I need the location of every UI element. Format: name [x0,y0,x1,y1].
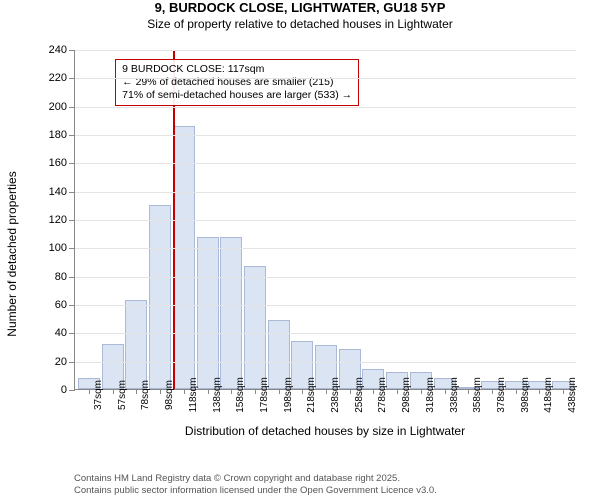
y-tick [69,333,75,334]
x-tick-label: 57sqm [117,380,128,410]
chart-area: Number of detached properties 9 BURDOCK … [32,44,588,450]
y-tick-label: 160 [49,157,67,169]
y-tick [69,78,75,79]
x-tick [563,389,564,394]
gridline [75,248,576,249]
x-tick [113,389,114,394]
x-tick-label: 438sqm [567,377,578,413]
y-tick-label: 240 [49,44,67,56]
x-tick-label: 318sqm [425,377,436,413]
footer-attribution: Contains HM Land Registry data © Crown c… [74,473,437,496]
bar [220,237,242,389]
annotation-line3: 71% of semi-detached houses are larger (… [122,89,352,102]
y-axis-label: Number of detached properties [5,171,19,336]
y-tick-label: 120 [49,214,67,226]
x-tick [136,389,137,394]
bar [173,126,195,390]
y-tick-label: 180 [49,129,67,141]
x-tick-label: 118sqm [188,378,199,413]
x-tick-label: 278sqm [377,377,388,413]
y-tick-label: 0 [61,384,67,396]
gridline [75,78,576,79]
gridline [75,305,576,306]
gridline [75,135,576,136]
x-tick-label: 298sqm [401,377,412,413]
x-tick-label: 178sqm [259,377,270,413]
x-tick-label: 198sqm [283,377,294,413]
chart-title-block: 9, BURDOCK CLOSE, LIGHTWATER, GU18 5YP S… [0,0,600,31]
y-tick [69,107,75,108]
gridline [75,333,576,334]
y-tick [69,135,75,136]
x-axis-label: Distribution of detached houses by size … [74,424,576,438]
x-tick [421,389,422,394]
footer-line1: Contains HM Land Registry data © Crown c… [74,473,437,484]
y-tick [69,163,75,164]
x-tick [231,389,232,394]
y-tick-label: 80 [55,271,67,283]
x-tick-label: 378sqm [496,377,507,413]
x-tick-label: 218sqm [306,377,317,413]
y-tick [69,192,75,193]
y-tick [69,220,75,221]
x-tick [89,389,90,394]
gridline [75,277,576,278]
x-tick [160,389,161,394]
bar [125,300,147,389]
x-tick [208,389,209,394]
x-tick-label: 238sqm [330,377,341,413]
y-tick [69,362,75,363]
footer-line2: Contains public sector information licen… [74,485,437,496]
x-tick-label: 138sqm [212,377,223,413]
x-tick [516,389,517,394]
x-tick-label: 158sqm [235,377,246,413]
annotation-box: 9 BURDOCK CLOSE: 117sqm ← 29% of detache… [115,59,359,106]
gridline [75,50,576,51]
y-tick-label: 20 [55,356,67,368]
x-tick [326,389,327,394]
y-tick-label: 60 [55,299,67,311]
x-tick-label: 37sqm [93,380,104,410]
y-tick [69,277,75,278]
x-tick-label: 398sqm [520,377,531,413]
x-tick-label: 98sqm [164,380,175,410]
y-tick-label: 220 [49,72,67,84]
gridline [75,107,576,108]
y-tick [69,390,75,391]
gridline [75,220,576,221]
x-tick [468,389,469,394]
x-tick-label: 338sqm [449,377,460,413]
x-tick [350,389,351,394]
gridline [75,163,576,164]
bar [244,266,266,389]
x-tick-label: 418sqm [543,377,554,413]
y-tick-label: 140 [49,186,67,198]
x-tick [255,389,256,394]
y-tick [69,305,75,306]
y-tick [69,50,75,51]
x-tick-label: 78sqm [140,380,151,410]
x-tick [373,389,374,394]
x-tick [397,389,398,394]
y-tick-label: 100 [49,242,67,254]
annotation-line1: 9 BURDOCK CLOSE: 117sqm [122,63,352,76]
x-tick [445,389,446,394]
x-tick [539,389,540,394]
x-tick-label: 258sqm [354,377,365,413]
chart-title-main: 9, BURDOCK CLOSE, LIGHTWATER, GU18 5YP [0,0,600,15]
gridline [75,192,576,193]
x-tick [492,389,493,394]
y-tick-label: 200 [49,101,67,113]
bar [197,237,219,389]
plot-region: 9 BURDOCK CLOSE: 117sqm ← 29% of detache… [74,50,576,390]
x-tick [302,389,303,394]
y-tick-label: 40 [55,327,67,339]
x-tick-label: 358sqm [472,377,483,413]
y-tick [69,248,75,249]
gridline [75,362,576,363]
chart-title-sub: Size of property relative to detached ho… [0,17,600,31]
x-tick [184,389,185,394]
x-tick [279,389,280,394]
